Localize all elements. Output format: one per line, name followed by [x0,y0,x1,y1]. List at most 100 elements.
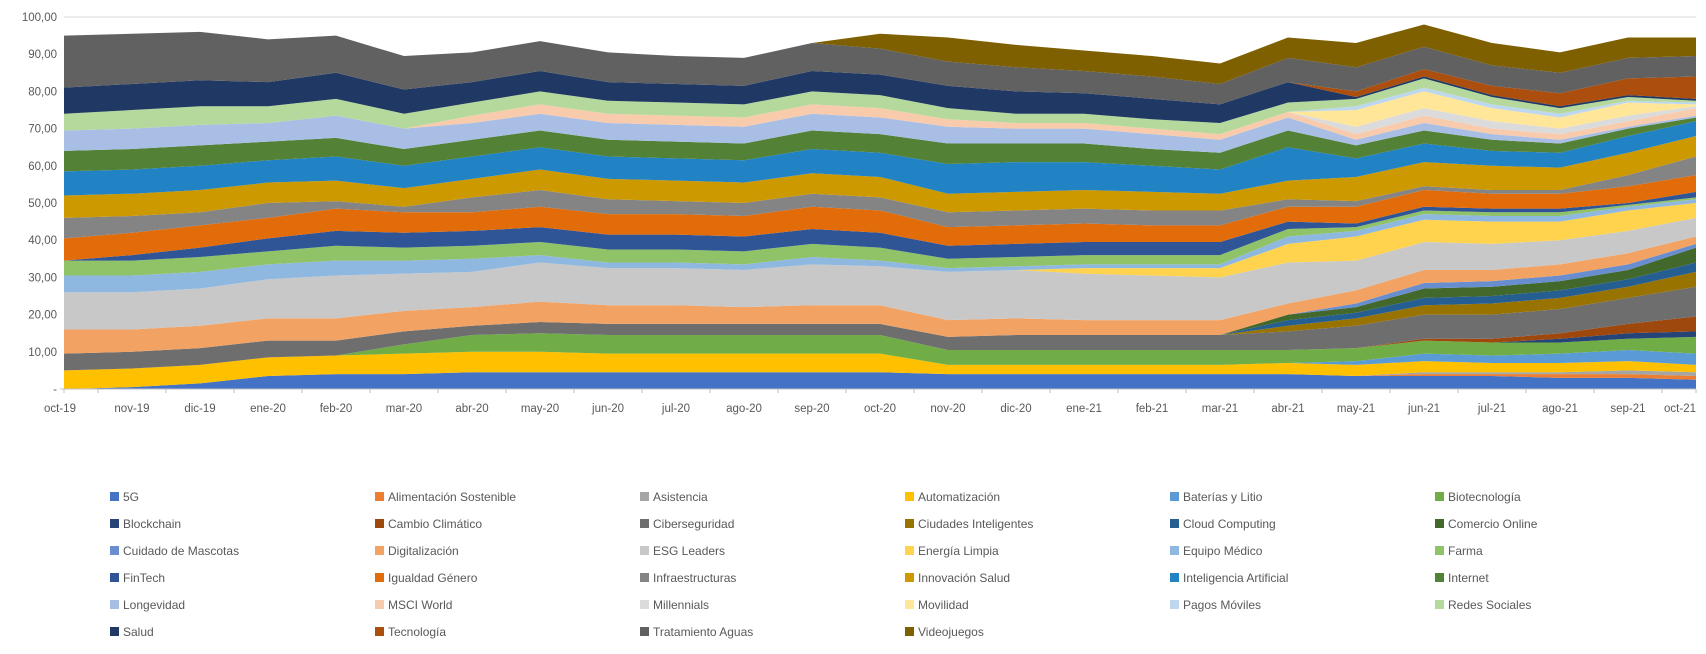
area-series-fintech[interactable] [64,191,1696,261]
legend-label: Tecnología [388,624,447,639]
legend-item-asistencia[interactable]: Asistencia [640,491,905,503]
area-series-automatizacion[interactable] [64,351,1696,389]
area-series-tratamiento-aguas[interactable] [64,31,1696,105]
legend-swatch-icon [905,573,914,582]
y-axis-tick-label: 30,00 [28,272,57,284]
area-series-energia-limpia[interactable] [64,203,1696,293]
area-series-farma[interactable] [64,197,1696,276]
legend-label: Biotecnología [1448,489,1521,504]
legend-swatch-icon [1170,573,1179,582]
area-series-igualdad-genero[interactable] [64,175,1696,261]
area-series-salud[interactable] [64,70,1696,124]
legend-item-cambio-climatico[interactable]: Cambio Climático [375,518,640,530]
legend-item-biotecnologia[interactable]: Biotecnología [1435,491,1700,503]
legend-swatch-icon [1170,519,1179,528]
legend-item-innovacion-salud[interactable]: Innovación Salud [905,572,1170,584]
legend-item-fintech[interactable]: FinTech [110,572,375,584]
x-axis-tick-label: mar-21 [1202,403,1238,415]
legend-item-ciudades-inteligentes[interactable]: Ciudades Inteligentes [905,518,1170,530]
area-series-movilidad[interactable] [64,91,1696,135]
area-series-esg-leaders[interactable] [64,217,1696,330]
legend-label: Energía Limpia [918,543,999,558]
legend-label: Asistencia [653,489,708,504]
y-axis-tick-label: 50,00 [28,198,57,210]
legend-label: Ciberseguridad [653,516,735,531]
area-series-msci-world[interactable] [64,104,1696,140]
legend-label: Farma [1448,543,1483,558]
legend-item-tratamiento-aguas[interactable]: Tratamiento Aguas [640,626,905,638]
legend-item-igualdad-genero[interactable]: Igualdad Género [375,572,640,584]
area-series-equipo-medico[interactable] [64,199,1696,293]
legend-item-infraestructuras[interactable]: Infraestructuras [640,572,905,584]
legend-item-esg-leaders[interactable]: ESG Leaders [640,545,905,557]
legend-item-msci-world[interactable]: MSCI World [375,599,640,611]
x-axis-tick-label: ene-20 [250,403,286,415]
legend-swatch-icon [375,627,384,636]
y-axis-tick-label: 90,00 [28,49,57,61]
legend-item-cuidado-de-mascotas[interactable]: Cuidado de Mascotas [110,545,375,557]
legend-swatch-icon [1170,600,1179,609]
legend-label: Ciudades Inteligentes [918,516,1034,531]
legend-item-videojuegos[interactable]: Videojuegos [905,626,1170,638]
legend-label: Tratamiento Aguas [653,624,754,639]
area-series-biotecnologia[interactable] [64,333,1696,371]
legend-item-cloud-computing[interactable]: Cloud Computing [1170,518,1435,530]
legend-item-equipo-medico[interactable]: Equipo Médico [1170,545,1435,557]
legend-item-blockchain[interactable]: Blockchain [110,518,375,530]
x-axis-tick-label: oct-19 [44,403,76,415]
legend-item-inteligencia-artificial[interactable]: Inteligencia Artificial [1170,572,1435,584]
legend-item-energia-limpia[interactable]: Energía Limpia [905,545,1170,557]
legend-item-automatizacion[interactable]: Automatización [905,491,1170,503]
legend-item-comercio-online[interactable]: Comercio Online [1435,518,1700,530]
legend-item-salud[interactable]: Salud [110,626,375,638]
legend-item-farma[interactable]: Farma [1435,545,1700,557]
area-series-baterias-y-litio[interactable] [64,349,1696,371]
stacked-area-chart[interactable]: - 10,00 20,00 30,00 40,00 50,00 60,00 70,00 80,0… [0,0,1706,458]
area-series-ciberseguridad[interactable] [64,286,1696,371]
legend-item-baterias-y-litio[interactable]: Baterías y Litio [1170,491,1435,503]
area-series-internet[interactable] [64,117,1696,172]
legend-item-alimentacion-sostenible[interactable]: Alimentación Sostenible [375,491,640,503]
legend-swatch-icon [905,627,914,636]
legend-label: Redes Sociales [1448,597,1532,612]
area-series-digitalizacion[interactable] [64,236,1696,354]
legend-label: Equipo Médico [1183,543,1263,558]
legend-swatch-icon [640,546,649,555]
legend-item-internet[interactable]: Internet [1435,572,1700,584]
area-series-tecnologia[interactable] [64,69,1696,107]
y-axis-tick-label: 40,00 [28,235,57,247]
legend-item-redes-sociales[interactable]: Redes Sociales [1435,599,1700,611]
x-axis-tick-label: feb-21 [1136,403,1169,415]
area-series-inteligencia-artificial[interactable] [64,121,1696,196]
legend-item-pagos-moviles[interactable]: Pagos Móviles [1170,599,1435,611]
legend-item-longevidad[interactable]: Longevidad [110,599,375,611]
area-series-5g[interactable] [64,372,1696,389]
x-axis-tick-label: dic-20 [1000,403,1031,415]
legend-label: Automatización [918,489,1001,504]
x-axis-tick-label: ago-20 [726,403,762,415]
area-series-innovacion-salud[interactable] [64,136,1696,218]
y-axis-tick-label: 20,00 [28,310,57,322]
legend-item-millennials[interactable]: Millennials [640,599,905,611]
area-series-redes-sociales[interactable] [64,78,1696,135]
legend-item-movilidad[interactable]: Movilidad [905,599,1170,611]
x-axis-tick-label: jun-21 [1407,403,1440,415]
legend-item-ciberseguridad[interactable]: Ciberseguridad [640,518,905,530]
legend-swatch-icon [1435,546,1444,555]
legend-swatch-icon [905,519,914,528]
area-series-videojuegos[interactable] [64,24,1696,84]
legend-swatch-icon [1435,573,1444,582]
legend-item-digitalizacion[interactable]: Digitalización [375,545,640,557]
legend-item-5g[interactable]: 5G [110,491,375,503]
area-series-longevidad[interactable] [64,113,1696,153]
legend-swatch-icon [375,600,384,609]
x-axis-tick-label: jul-20 [661,403,690,415]
legend-item-tecnologia[interactable]: Tecnología [375,626,640,638]
legend-swatch-icon [905,600,914,609]
legend-swatch-icon [1170,546,1179,555]
legend-label: MSCI World [388,597,453,612]
legend-label: FinTech [123,570,166,585]
y-axis-tick-label: 10,00 [28,347,57,359]
legend-swatch-icon [110,573,119,582]
legend-label: Cambio Climático [388,516,483,531]
